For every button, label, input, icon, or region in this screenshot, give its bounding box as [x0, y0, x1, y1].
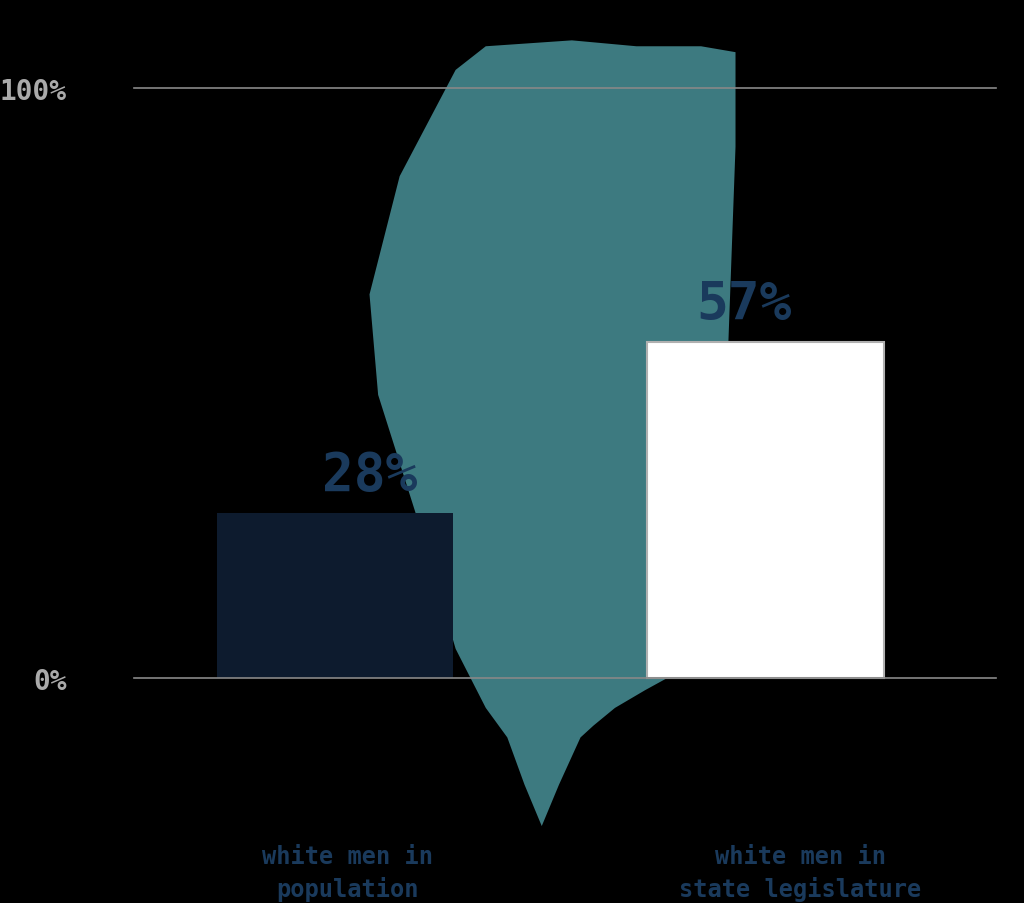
Bar	[647, 342, 884, 679]
Polygon shape	[370, 42, 735, 826]
Text: white men in
state legislature: white men in state legislature	[679, 843, 922, 901]
Bar	[217, 514, 454, 679]
Text: 57%: 57%	[696, 278, 792, 330]
Text: white men in
population: white men in population	[262, 843, 433, 901]
Text: 28%: 28%	[322, 450, 417, 501]
